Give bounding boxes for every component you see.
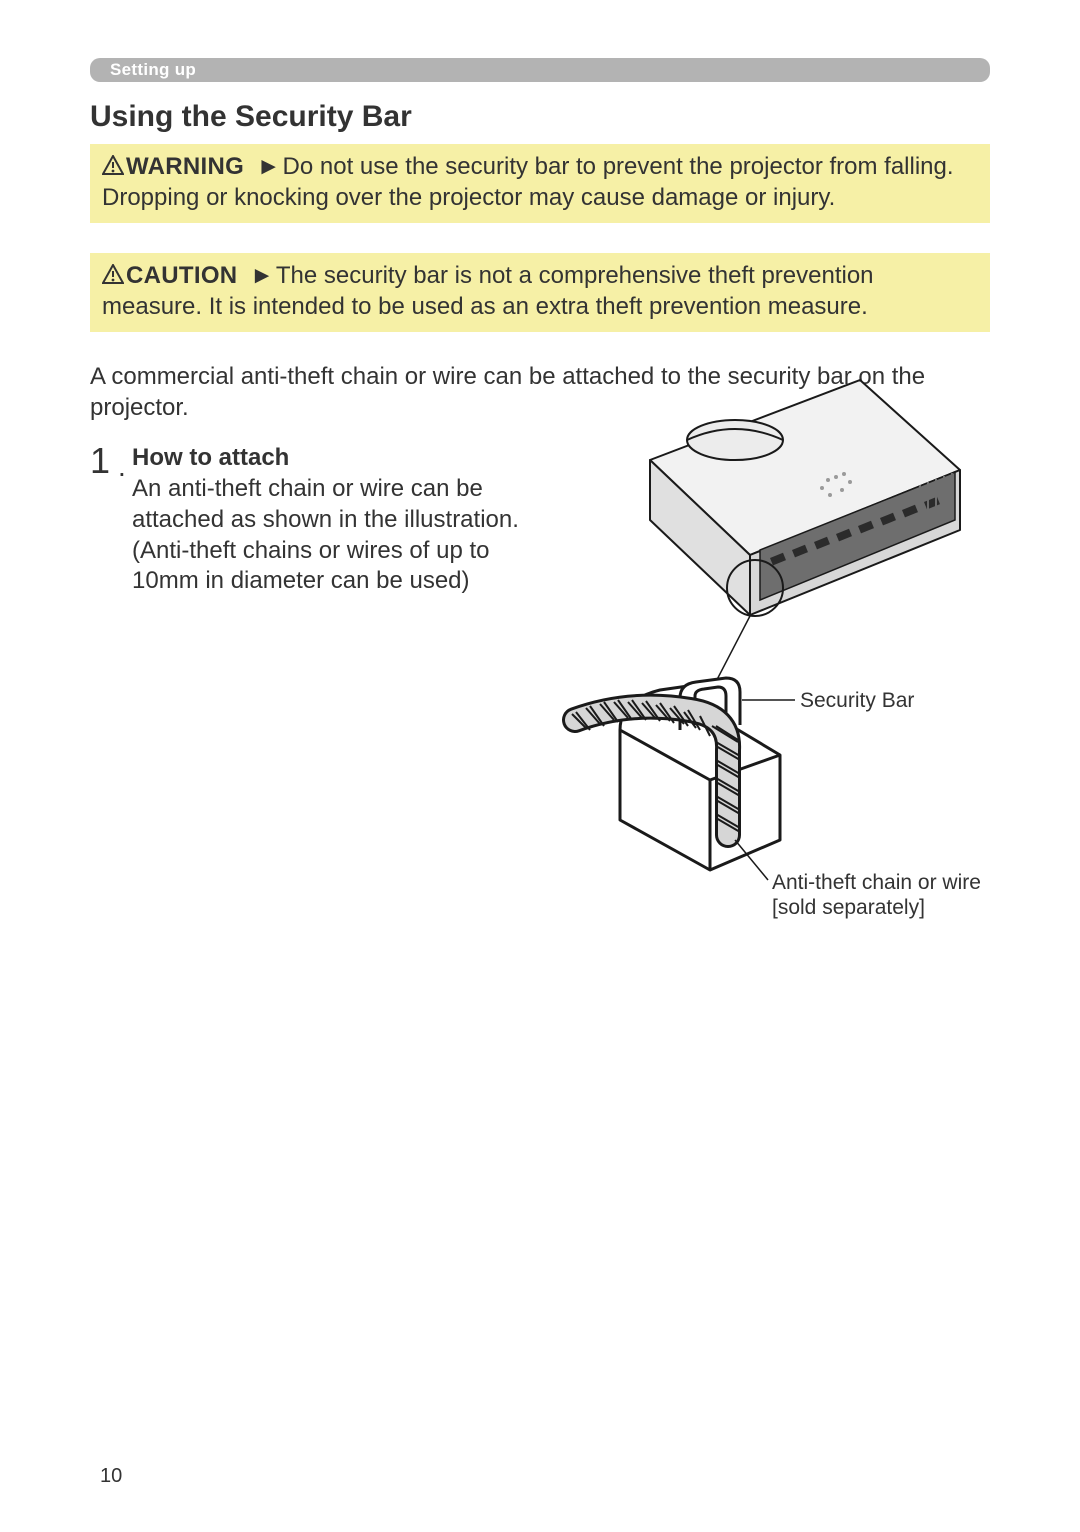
page-number: 10: [100, 1465, 122, 1488]
warning-triangle-icon: [102, 153, 124, 183]
arrow-right-icon: ►: [250, 261, 274, 291]
section-bar: Setting up: [90, 58, 990, 82]
section-bar-label: Setting up: [110, 60, 196, 80]
step-number: 1: [90, 441, 114, 479]
step-1: 1 . How to attach An anti-theft chain or…: [90, 441, 520, 597]
arrow-right-icon: ►: [257, 152, 281, 182]
caution-triangle-icon: [102, 262, 124, 292]
illus-label-chain: Anti-theft chain or wire [sold separatel…: [772, 870, 981, 920]
step-title: How to attach: [132, 444, 289, 471]
caution-label: CAUTION: [126, 262, 237, 289]
illus-label-chain-line1: Anti-theft chain or wire: [772, 871, 981, 894]
warning-label: WARNING: [126, 153, 244, 180]
projector-illustration: Security Bar Anti-theft chain or wire [s…: [560, 370, 990, 930]
page-title: Using the Security Bar: [90, 100, 990, 134]
step-text: How to attach An anti-theft chain or wir…: [132, 441, 520, 597]
illus-label-security-bar: Security Bar: [800, 688, 914, 713]
caution-callout: CAUTION ►The security bar is not a compr…: [90, 253, 990, 332]
illus-label-chain-line2: [sold separately]: [772, 896, 925, 919]
step-body: An anti-theft chain or wire can be attac…: [132, 475, 519, 594]
step-dot: .: [118, 441, 128, 481]
warning-callout: WARNING ►Do not use the security bar to …: [90, 144, 990, 223]
